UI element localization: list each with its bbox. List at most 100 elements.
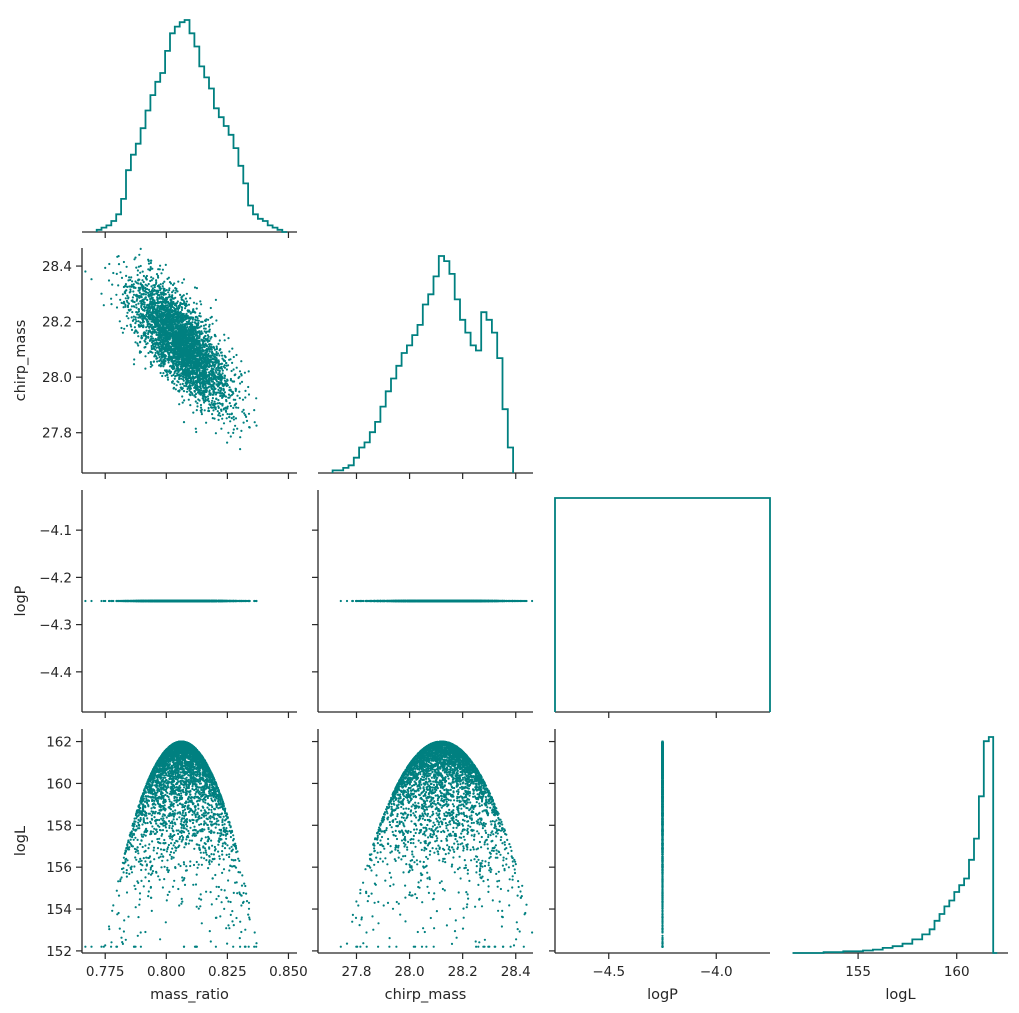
point	[189, 338, 192, 341]
point	[168, 331, 172, 334]
point	[238, 370, 242, 373]
point	[188, 349, 191, 352]
point	[159, 339, 162, 342]
point	[243, 371, 246, 374]
point	[186, 387, 189, 391]
point	[220, 394, 224, 397]
point	[181, 281, 184, 284]
point	[199, 384, 202, 387]
point	[162, 291, 165, 294]
point	[156, 274, 160, 278]
point	[137, 344, 140, 347]
point	[205, 330, 208, 333]
point	[125, 315, 128, 318]
point	[210, 380, 213, 383]
point	[205, 363, 208, 366]
point	[225, 400, 228, 403]
point	[181, 387, 184, 390]
point	[161, 327, 164, 330]
point	[149, 279, 152, 283]
point	[219, 382, 222, 385]
point	[219, 351, 223, 354]
point	[136, 273, 139, 277]
point	[163, 323, 166, 326]
point	[125, 299, 128, 302]
point	[176, 324, 179, 327]
point	[156, 360, 159, 363]
point	[147, 259, 150, 263]
point	[174, 291, 177, 294]
point	[117, 284, 120, 287]
point	[208, 393, 211, 396]
point	[211, 413, 214, 416]
point	[115, 272, 118, 275]
histogram-logL	[792, 736, 998, 954]
point	[181, 378, 185, 381]
point	[202, 350, 205, 353]
point	[237, 376, 240, 380]
point	[159, 304, 162, 307]
point	[107, 279, 111, 282]
point	[173, 310, 176, 313]
point	[163, 311, 167, 314]
histogram-logP	[554, 497, 771, 712]
point	[140, 303, 144, 306]
point	[211, 399, 214, 402]
point	[202, 356, 205, 359]
point	[182, 421, 186, 424]
point	[155, 312, 158, 315]
point	[175, 305, 178, 308]
point	[192, 308, 195, 311]
point	[144, 293, 147, 296]
point	[135, 266, 138, 269]
point	[129, 278, 132, 281]
panel-logP-vs-logP	[554, 497, 771, 718]
point	[205, 348, 208, 351]
point	[226, 441, 229, 444]
point	[202, 399, 205, 402]
point	[198, 312, 201, 315]
point	[116, 255, 119, 258]
point	[194, 343, 197, 346]
scatter-points-logP-vs-mass_ratio	[84, 599, 258, 603]
point	[186, 373, 189, 376]
point	[190, 366, 193, 370]
point	[168, 345, 171, 348]
point	[196, 317, 199, 320]
point	[181, 395, 184, 398]
point	[234, 424, 237, 427]
point	[196, 366, 199, 369]
point	[172, 315, 175, 318]
point	[177, 367, 180, 370]
point	[232, 368, 235, 371]
point	[171, 294, 174, 297]
point	[159, 316, 162, 319]
point	[159, 371, 162, 375]
point	[125, 324, 129, 327]
point	[218, 366, 222, 369]
point	[208, 363, 211, 366]
point	[171, 365, 174, 368]
point	[184, 297, 187, 300]
point	[210, 406, 213, 409]
point	[158, 323, 161, 326]
point	[213, 382, 216, 385]
point	[187, 317, 190, 320]
point	[126, 305, 130, 309]
y-tick-label: −4.2	[39, 570, 72, 586]
point	[120, 301, 123, 304]
point	[212, 368, 215, 371]
point	[138, 296, 141, 299]
point	[169, 326, 173, 329]
point	[149, 300, 152, 303]
point	[193, 310, 196, 313]
point	[185, 334, 188, 337]
point	[217, 414, 220, 417]
point	[208, 348, 211, 351]
y-tick-label: 28.0	[42, 370, 72, 386]
point	[216, 391, 219, 394]
point	[209, 383, 212, 386]
point	[217, 388, 220, 391]
point	[206, 368, 209, 371]
point	[232, 406, 235, 409]
